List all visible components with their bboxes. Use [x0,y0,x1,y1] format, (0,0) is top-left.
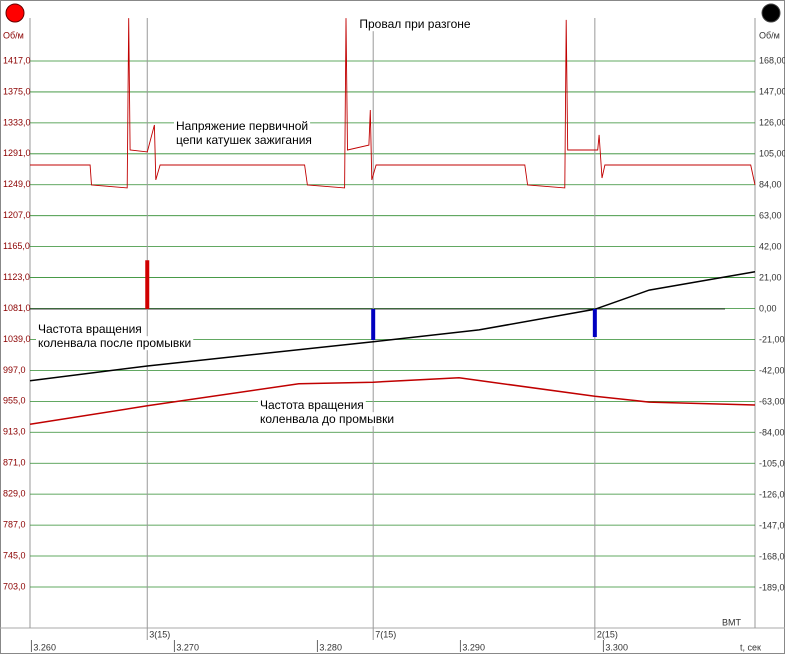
y2-tick-label: 147,00 [759,86,785,96]
y-tick-label: 955,0 [3,396,26,406]
y2-tick-label: -168,00 [759,551,785,561]
y2-tick-label: -189,00 [759,582,785,592]
y-tick-label: 1375,0 [3,86,31,96]
y-tick-label: 1165,0 [3,241,30,251]
y-axis-label: Об/м [3,30,24,40]
title-bg [355,17,475,32]
x-axis-label: t, сек [740,642,761,652]
annotation: Частота вращения [260,398,364,412]
y2-tick-label: 21,00 [759,272,782,282]
x-note: ВМТ [722,617,742,627]
annotation: коленвала после промывки [38,336,191,350]
y2-tick-label: 126,00 [759,117,785,127]
y-tick-label: 829,0 [3,489,26,499]
series-line [29,377,756,425]
marker-label: 2(15) [597,629,618,639]
y2-tick-label: -63,00 [759,396,785,406]
y-tick-label: 1249,0 [3,179,31,189]
x-tick-label: 3.300 [605,642,628,652]
y-tick-label: 787,0 [3,519,26,529]
annotation-bg [36,336,194,351]
pulse [592,308,597,338]
right-indicator[interactable] [761,3,781,23]
y2-tick-label: 42,00 [759,241,782,251]
y-tick-label: 1333,0 [3,117,31,127]
y2-tick-label: 105,00 [759,148,785,158]
annotation: цепи катушек зажигания [176,133,312,147]
x-tick-label: 3.290 [462,642,485,652]
marker-label: 3(15) [149,629,170,639]
annotation-bg [258,412,397,427]
y-tick-label: 1081,0 [3,303,31,313]
y-tick-label: 1291,0 [3,148,31,158]
y2-tick-label: 0,00 [759,303,777,313]
x-tick-label: 3.260 [33,642,56,652]
y-tick-label: 1039,0 [3,334,31,344]
annotation-bg [258,398,366,413]
y2-tick-label: -105,00 [759,458,785,468]
annotation: коленвала до промывки [260,412,394,426]
x-tick-label: 3.280 [319,642,342,652]
series-line [30,18,756,189]
pulse [371,308,376,340]
pulse [145,260,150,309]
y-tick-label: 997,0 [3,365,26,375]
x-tick-label: 3.270 [176,642,199,652]
y-tick-label: 745,0 [3,550,26,560]
y-tick-label: 703,0 [3,581,26,591]
series-line [29,270,756,382]
y2-tick-label: -42,00 [759,365,785,375]
y2-tick-label: -84,00 [759,427,785,437]
chart-title: Провал при разгоне [359,17,471,31]
y2-tick-label: -147,00 [759,520,785,530]
annotation: Напряжение первичной [176,119,308,133]
y-tick-label: 871,0 [3,458,26,468]
y-tick-label: 1207,0 [3,210,31,220]
annotation-bg [174,119,311,134]
marker-label: 7(15) [375,629,396,639]
y2-axis-label: Об/м [759,30,780,40]
annotation-bg [36,322,144,337]
y2-tick-label: -126,00 [759,489,785,499]
y2-tick-label: 63,00 [759,210,782,220]
y2-tick-label: 84,00 [759,179,782,189]
annotation: Частота вращения [38,322,142,336]
annotation-bg [174,133,314,148]
y2-tick-label: 168,00 [759,55,785,65]
y-tick-label: 1417,0 [3,55,31,65]
y2-tick-label: -21,00 [759,334,785,344]
y-tick-label: 913,0 [3,427,26,437]
left-indicator[interactable] [5,3,25,23]
y-tick-label: 1123,0 [3,272,30,282]
